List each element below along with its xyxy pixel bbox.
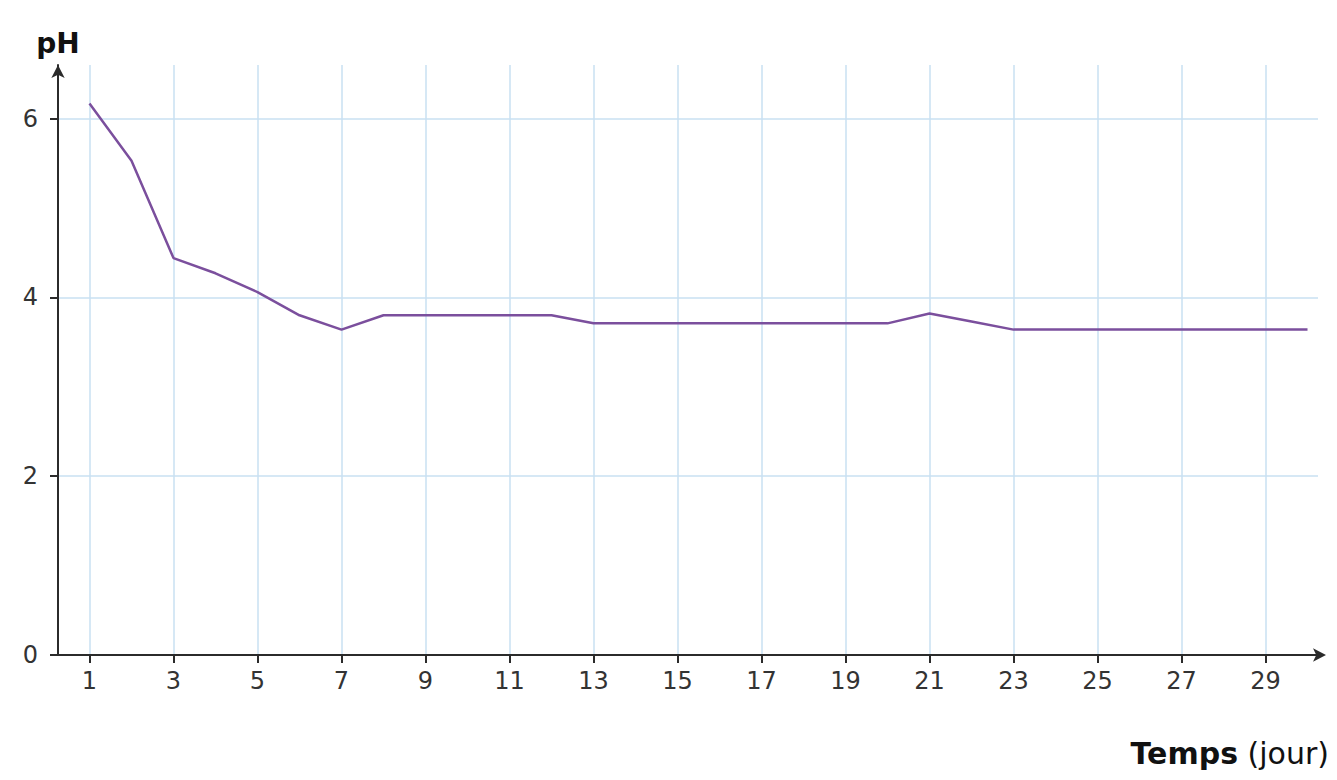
svg-text:3: 3	[166, 667, 181, 695]
svg-text:2: 2	[23, 462, 38, 490]
svg-text:4: 4	[23, 283, 38, 311]
svg-text:25: 25	[1082, 667, 1113, 695]
svg-text:21: 21	[914, 667, 945, 695]
svg-text:6: 6	[23, 105, 38, 133]
svg-text:17: 17	[746, 667, 777, 695]
svg-text:pH: pH	[36, 27, 79, 60]
svg-text:11: 11	[494, 667, 525, 695]
svg-text:23: 23	[998, 667, 1029, 695]
svg-text:27: 27	[1166, 667, 1197, 695]
svg-text:15: 15	[662, 667, 693, 695]
svg-text:(jour): (jour)	[1238, 736, 1329, 771]
svg-text:1: 1	[82, 667, 97, 695]
svg-text:19: 19	[830, 667, 861, 695]
svg-text:7: 7	[334, 667, 349, 695]
svg-text:9: 9	[418, 667, 433, 695]
svg-text:Temps: Temps	[1131, 736, 1238, 771]
svg-text:5: 5	[250, 667, 265, 695]
svg-text:29: 29	[1250, 667, 1281, 695]
svg-text:0: 0	[23, 641, 38, 669]
svg-text:13: 13	[578, 667, 609, 695]
